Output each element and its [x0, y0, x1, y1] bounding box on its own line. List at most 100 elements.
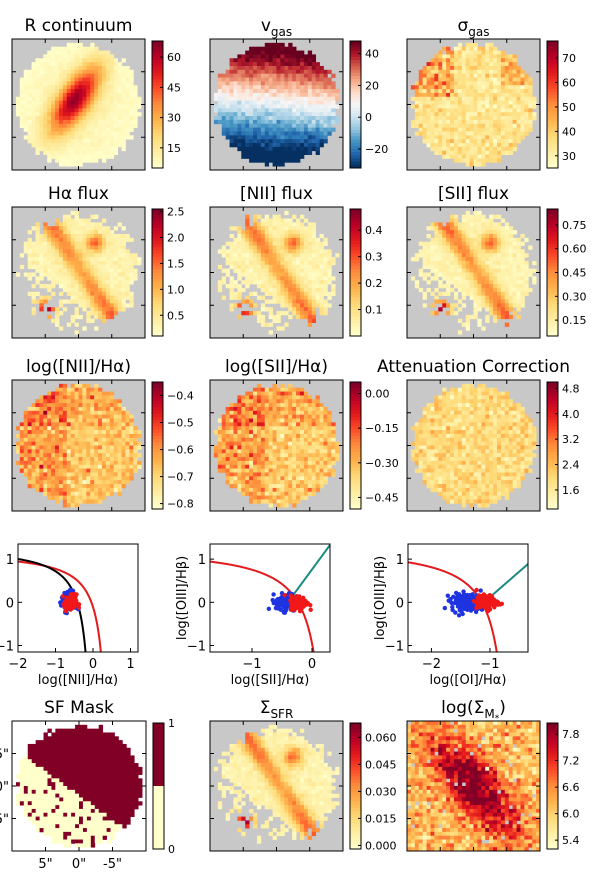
- map-pixel: [272, 245, 277, 250]
- map-pixel: [66, 430, 72, 435]
- map-pixel: [121, 226, 126, 231]
- map-pixel: [457, 62, 463, 67]
- map-pixel: [485, 253, 490, 258]
- colorbar-tick-label: 0.15: [562, 314, 587, 327]
- map-pixel: [453, 154, 459, 159]
- map-pixel: [477, 287, 482, 293]
- map-pixel: [233, 249, 238, 254]
- map-pixel: [58, 268, 64, 273]
- map-pixel: [276, 123, 281, 129]
- map-pixel: [319, 303, 324, 308]
- map-pixel: [125, 131, 130, 136]
- map-pixel: [249, 119, 254, 125]
- map-pixel: [109, 241, 115, 246]
- map-pixel: [43, 295, 48, 300]
- map-pixel: [55, 65, 60, 71]
- map-pixel: [39, 303, 44, 308]
- map-pixel: [477, 100, 482, 105]
- map-pixel: [323, 260, 328, 266]
- map-pixel: [450, 62, 455, 67]
- map-pixel: [512, 284, 517, 289]
- colorbar-segment: [152, 158, 163, 163]
- colorbar-segment: [152, 212, 163, 216]
- map-pixel: [74, 143, 79, 148]
- map-pixel: [473, 92, 478, 98]
- map-pixel: [524, 104, 529, 109]
- map-pixel: [94, 119, 99, 125]
- map-pixel: [15, 112, 21, 117]
- map-pixel: [524, 119, 529, 125]
- colorbar-segment: [152, 69, 163, 74]
- map-pixel: [253, 150, 258, 155]
- map-pixel: [461, 139, 467, 144]
- map-pixel: [241, 299, 246, 304]
- map-pixel: [51, 422, 56, 427]
- map-pixel: [426, 123, 431, 129]
- map-pixel: [489, 73, 494, 78]
- map-pixel: [418, 241, 424, 246]
- map-pixel: [221, 123, 227, 129]
- map-pixel: [55, 307, 60, 312]
- colorbar-segment: [152, 98, 163, 102]
- map-pixel: [35, 260, 40, 266]
- map-pixel: [58, 311, 64, 316]
- map-pixel: [27, 430, 32, 435]
- map-pixel: [319, 307, 324, 312]
- map-pixel: [121, 291, 126, 297]
- map-pixel: [323, 69, 328, 75]
- map-pixel: [465, 116, 470, 121]
- map-pixel: [66, 391, 72, 396]
- map-pixel: [276, 89, 281, 94]
- map-pixel: [39, 307, 44, 312]
- map-pixel: [434, 257, 439, 262]
- map-pixel: [121, 445, 126, 450]
- map-pixel: [217, 73, 223, 78]
- map-pixel: [288, 85, 293, 90]
- map-pixel: [78, 291, 83, 297]
- map-pixel: [426, 96, 431, 102]
- map-pixel: [434, 62, 439, 67]
- map-pixel: [524, 123, 529, 129]
- map-pixel: [58, 58, 64, 63]
- map-pixel: [442, 241, 447, 246]
- map-pixel: [256, 233, 262, 239]
- map-pixel: [86, 257, 91, 262]
- map-pixel: [453, 73, 459, 78]
- map-pixel: [268, 330, 273, 335]
- map-pixel: [296, 158, 301, 163]
- map-pixel: [268, 65, 273, 71]
- map-pixel: [299, 249, 305, 254]
- map-pixel: [98, 426, 103, 431]
- map-pixel: [512, 112, 517, 117]
- map-pixel: [70, 116, 75, 121]
- map-pixel: [481, 127, 486, 132]
- map-pixel: [98, 249, 103, 254]
- map-pixel: [253, 268, 258, 273]
- map-pixel: [461, 108, 467, 113]
- map-pixel: [233, 116, 238, 121]
- map-pixel: [129, 257, 134, 262]
- map-pixel: [520, 123, 525, 129]
- map-pixel: [101, 69, 107, 75]
- map-pixel: [94, 62, 99, 67]
- map-pixel: [129, 441, 134, 446]
- map-pixel: [23, 272, 29, 277]
- map-pixel: [516, 257, 521, 262]
- map-pixel: [323, 108, 328, 113]
- map-pixel: [422, 291, 427, 297]
- colorbar-segment: [152, 66, 163, 71]
- map-pixel: [39, 272, 44, 277]
- map-pixel: [70, 253, 75, 258]
- map-pixel: [256, 150, 262, 155]
- map-pixel: [528, 127, 533, 132]
- map-pixel: [229, 241, 234, 246]
- map-pixel: [82, 422, 87, 427]
- map-pixel: [296, 65, 301, 71]
- map-pixel: [288, 284, 293, 289]
- map-pixel: [264, 249, 270, 254]
- map-pixel: [450, 268, 455, 273]
- map-pixel: [109, 77, 115, 82]
- map-pixel: [101, 218, 107, 223]
- map-pixel: [260, 127, 266, 132]
- map-pixel: [461, 154, 467, 159]
